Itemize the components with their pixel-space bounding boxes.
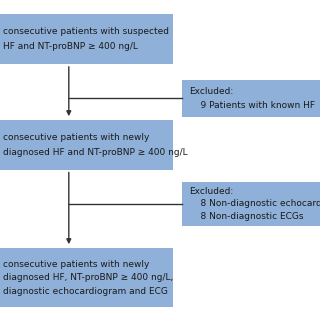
Text: HF and NT-proBNP ≥ 400 ng/L: HF and NT-proBNP ≥ 400 ng/L xyxy=(3,42,138,52)
FancyBboxPatch shape xyxy=(0,248,173,307)
Text: Excluded:: Excluded: xyxy=(189,87,233,96)
Text: Excluded:: Excluded: xyxy=(189,187,233,196)
Text: diagnostic echocardiogram and ECG: diagnostic echocardiogram and ECG xyxy=(3,286,168,296)
Text: consecutive patients with suspected: consecutive patients with suspected xyxy=(3,27,169,36)
Text: 8 Non-diagnostic echocardiog...: 8 Non-diagnostic echocardiog... xyxy=(189,199,320,209)
FancyBboxPatch shape xyxy=(0,120,173,170)
Text: 9 Patients with known HF: 9 Patients with known HF xyxy=(189,100,315,110)
Text: 8 Non-diagnostic ECGs: 8 Non-diagnostic ECGs xyxy=(189,212,303,221)
FancyBboxPatch shape xyxy=(182,80,320,117)
Text: consecutive patients with newly: consecutive patients with newly xyxy=(3,260,149,269)
Text: consecutive patients with newly: consecutive patients with newly xyxy=(3,132,149,142)
FancyBboxPatch shape xyxy=(182,182,320,226)
FancyBboxPatch shape xyxy=(0,14,173,64)
Text: diagnosed HF and NT-proBNP ≥ 400 ng/L: diagnosed HF and NT-proBNP ≥ 400 ng/L xyxy=(3,148,188,157)
Text: diagnosed HF, NT-proBNP ≥ 400 ng/L,: diagnosed HF, NT-proBNP ≥ 400 ng/L, xyxy=(3,273,173,282)
